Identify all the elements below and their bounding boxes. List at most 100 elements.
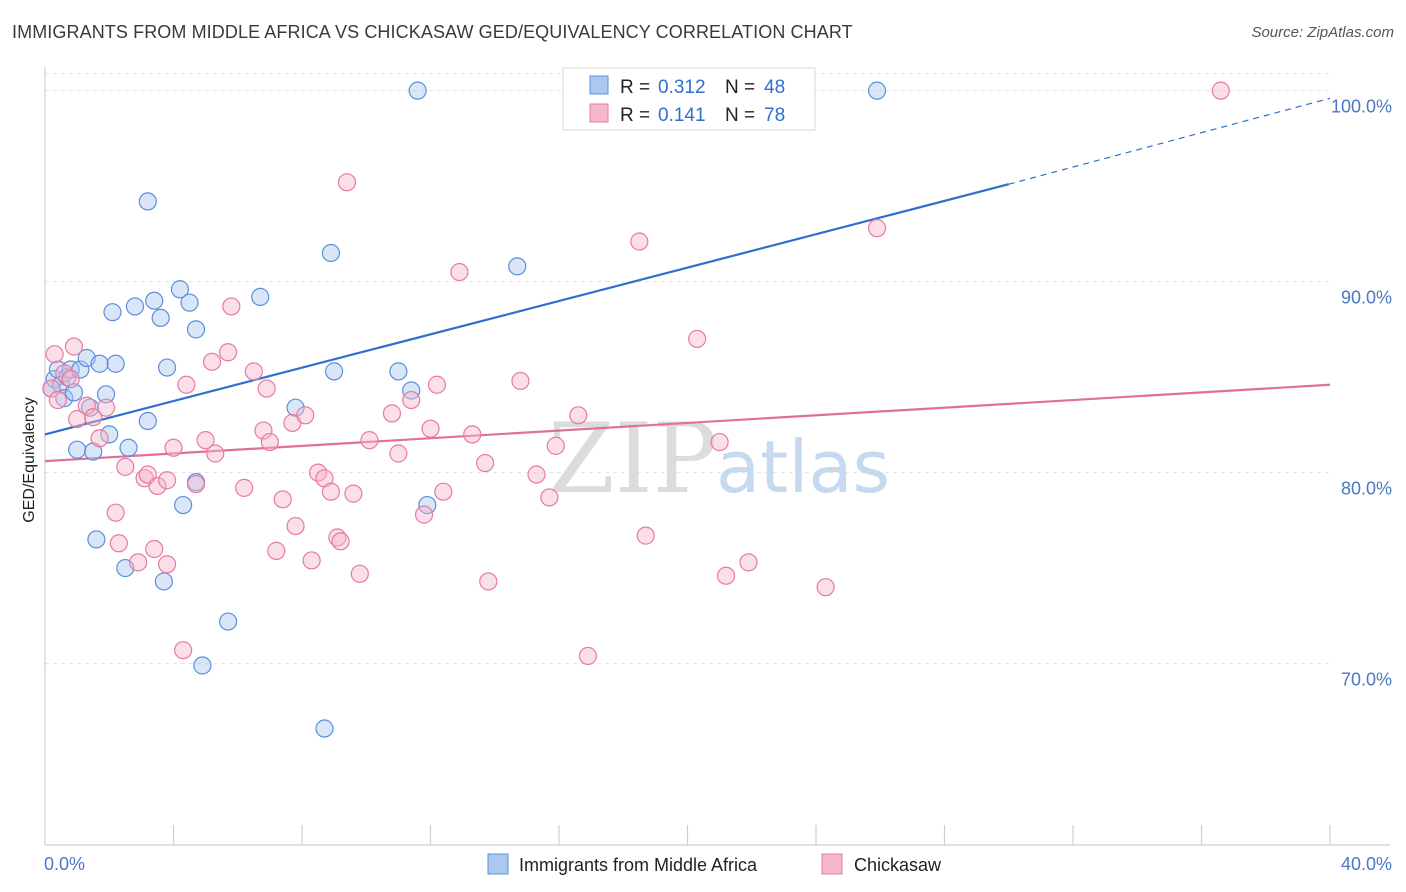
legend-n-value-1: 48 [764, 77, 785, 98]
legend-r-label-2: R = [620, 105, 650, 126]
point-blue-40 [389, 362, 408, 381]
legend-n-value-2: 78 [764, 105, 785, 126]
point-pink-63 [540, 488, 559, 507]
bottom-legend-swatch-pink [821, 853, 843, 875]
point-pink-47 [344, 484, 363, 503]
point-pink-5 [64, 337, 84, 356]
y-axis-label: GED/Equivalency [21, 397, 38, 522]
point-pink-73 [816, 578, 835, 597]
point-pink-62 [527, 465, 546, 484]
point-blue-20 [119, 438, 138, 457]
point-pink-30 [235, 478, 254, 497]
point-pink-10 [96, 398, 116, 417]
point-pink-32 [254, 421, 273, 440]
legend-r-value-1: 0.312 [658, 77, 706, 98]
point-blue-27 [157, 358, 177, 377]
point-pink-36 [273, 490, 292, 509]
point-pink-38 [286, 516, 305, 536]
y-tick-label-3: 100.0% [1331, 97, 1392, 117]
point-pink-74 [867, 219, 887, 238]
point-pink-21 [164, 438, 183, 457]
y-tick-label-1: 80.0% [1341, 479, 1392, 499]
point-blue-42 [408, 81, 427, 100]
point-pink-2 [48, 390, 67, 410]
watermark-zip: ZIP [548, 403, 717, 515]
point-blue-15 [96, 385, 116, 404]
data-points [42, 81, 1230, 738]
point-pink-27 [206, 444, 225, 463]
point-pink-39 [296, 406, 315, 425]
point-pink-6 [68, 410, 87, 429]
point-pink-55 [427, 375, 447, 394]
legend-swatch-blue [589, 75, 609, 95]
point-pink-59 [476, 453, 495, 473]
point-pink-35 [267, 541, 286, 560]
point-pink-68 [636, 526, 655, 545]
point-pink-26 [202, 352, 222, 371]
point-pink-22 [174, 641, 193, 660]
point-blue-44 [508, 257, 527, 276]
point-pink-31 [244, 362, 263, 381]
x-tick-label-1: 40.0% [1341, 854, 1392, 874]
point-pink-69 [688, 329, 707, 349]
point-pink-71 [716, 566, 736, 585]
point-blue-45 [867, 81, 887, 100]
point-blue-13 [87, 530, 106, 549]
axes [44, 67, 1390, 846]
point-pink-56 [434, 482, 453, 501]
trend-lines [44, 97, 1331, 463]
series-legend: Immigrants from Middle Africa Chickasaw [487, 853, 942, 875]
point-pink-40 [302, 551, 321, 570]
point-pink-65 [569, 406, 588, 425]
point-pink-67 [630, 232, 649, 251]
point-pink-66 [578, 646, 598, 666]
point-pink-8 [84, 408, 103, 427]
source-label: Source: ZipAtlas.com [1251, 24, 1394, 41]
watermark: ZIP atlas [548, 403, 890, 515]
grid-lines [45, 72, 1330, 665]
point-pink-49 [360, 431, 379, 450]
watermark-atlas: atlas [716, 425, 890, 509]
point-blue-4 [55, 389, 74, 408]
point-pink-61 [511, 371, 530, 391]
point-pink-46 [337, 173, 357, 192]
point-blue-21 [125, 297, 145, 316]
point-pink-17 [145, 539, 164, 559]
legend-r-value-2: 0.141 [658, 105, 706, 126]
x-tick-label-0: 0.0% [44, 854, 85, 874]
point-pink-64 [546, 436, 565, 455]
point-pink-52 [402, 390, 421, 410]
trend-line-blue-extension [1008, 97, 1331, 185]
y-tick-label-0: 70.0% [1341, 670, 1392, 690]
point-blue-14 [90, 354, 109, 373]
point-blue-29 [174, 495, 193, 515]
point-pink-57 [450, 262, 469, 282]
point-pink-75 [1211, 81, 1230, 100]
x-tick-labels: 0.0% 40.0% [44, 854, 1392, 874]
point-pink-12 [109, 534, 128, 553]
point-blue-26 [154, 572, 173, 591]
y-tick-labels: 70.0% 80.0% 90.0% 100.0% [1331, 97, 1392, 690]
legend-n-label-1: N = [725, 77, 755, 98]
point-pink-20 [157, 471, 177, 490]
legend-swatch-pink [589, 103, 609, 123]
point-pink-48 [350, 564, 369, 583]
point-pink-34 [260, 432, 279, 452]
point-pink-1 [45, 345, 64, 364]
point-blue-30 [180, 293, 199, 312]
point-pink-4 [61, 369, 80, 389]
point-blue-43 [418, 495, 437, 515]
chart-title: IMMIGRANTS FROM MIDDLE AFRICA VS CHICKAS… [12, 22, 853, 42]
point-pink-24 [186, 474, 206, 494]
bottom-legend-label-2: Chickasaw [854, 855, 942, 875]
point-blue-38 [321, 243, 341, 263]
point-pink-13 [116, 457, 135, 476]
point-pink-72 [739, 553, 758, 572]
point-pink-45 [331, 532, 350, 551]
point-pink-25 [196, 431, 215, 450]
point-blue-25 [151, 308, 170, 328]
point-pink-50 [382, 404, 402, 423]
point-pink-19 [157, 555, 177, 574]
point-pink-60 [479, 572, 498, 591]
